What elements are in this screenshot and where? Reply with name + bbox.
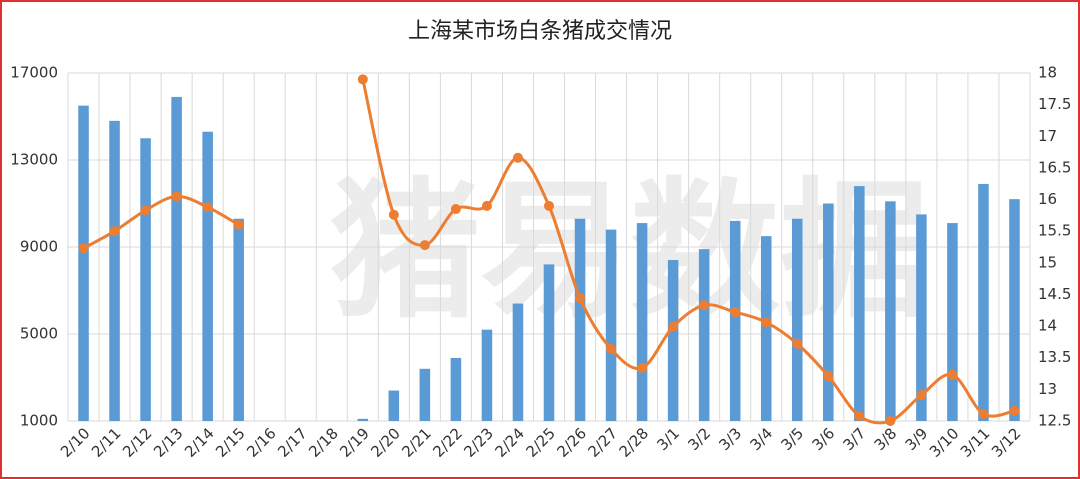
marker bbox=[575, 293, 586, 304]
marker bbox=[481, 200, 492, 211]
bar bbox=[109, 120, 120, 421]
bar bbox=[481, 329, 493, 421]
y2-tick-label: 13.5 bbox=[1038, 348, 1071, 366]
y2-tick-label: 16.5 bbox=[1038, 158, 1071, 176]
marker bbox=[792, 338, 803, 349]
bar bbox=[388, 390, 400, 421]
marker bbox=[823, 371, 834, 382]
bar bbox=[202, 131, 213, 421]
y-tick-label: 17000 bbox=[10, 64, 58, 82]
y2-tick-label: 17.5 bbox=[1038, 95, 1071, 113]
marker bbox=[171, 191, 182, 202]
marker bbox=[357, 74, 368, 85]
y2-tick-label: 14 bbox=[1038, 317, 1057, 335]
marker bbox=[140, 205, 151, 216]
marker bbox=[1009, 405, 1020, 416]
y2-tick-label: 15 bbox=[1038, 253, 1057, 271]
y-tick-label: 5000 bbox=[20, 325, 58, 343]
y-tick-label: 9000 bbox=[20, 238, 58, 256]
marker bbox=[419, 240, 430, 251]
y2-tick-label: 14.5 bbox=[1038, 285, 1071, 303]
marker bbox=[450, 204, 461, 215]
bar bbox=[1009, 199, 1020, 421]
bar bbox=[512, 303, 524, 421]
bar bbox=[605, 229, 617, 421]
bar bbox=[543, 264, 555, 421]
bar bbox=[450, 357, 462, 421]
marker bbox=[947, 369, 958, 380]
bar bbox=[823, 203, 834, 421]
bar bbox=[698, 249, 710, 421]
bar bbox=[636, 223, 648, 421]
marker bbox=[606, 343, 617, 354]
marker bbox=[761, 317, 772, 328]
y2-tick-label: 15.5 bbox=[1038, 222, 1071, 240]
bar bbox=[233, 218, 244, 421]
bar bbox=[667, 260, 679, 421]
marker bbox=[637, 362, 648, 373]
marker bbox=[916, 390, 927, 401]
bar bbox=[171, 96, 182, 422]
bar bbox=[854, 186, 865, 421]
marker bbox=[978, 409, 989, 420]
watermark: 猪易数据 bbox=[330, 165, 930, 339]
y2-tick-label: 17 bbox=[1038, 127, 1057, 145]
bar bbox=[978, 183, 989, 421]
bar bbox=[791, 218, 803, 421]
bar bbox=[574, 218, 586, 421]
y2-tick-label: 13 bbox=[1038, 380, 1057, 398]
marker bbox=[730, 307, 741, 318]
chart-title: 上海某市场白条猪成交情况 bbox=[408, 19, 672, 44]
bar bbox=[729, 220, 741, 421]
bar bbox=[78, 105, 89, 421]
marker bbox=[854, 410, 865, 421]
bar bbox=[760, 236, 772, 421]
bar bbox=[916, 214, 927, 421]
y-tick-label: 1000 bbox=[20, 412, 58, 430]
bar bbox=[140, 138, 151, 421]
marker bbox=[202, 202, 213, 213]
y-tick-label: 13000 bbox=[10, 151, 58, 169]
marker bbox=[233, 219, 244, 230]
y2-tick-label: 18 bbox=[1038, 64, 1057, 82]
marker bbox=[885, 416, 896, 426]
marker bbox=[544, 200, 554, 211]
y2-tick-label: 12.5 bbox=[1038, 412, 1071, 430]
marker bbox=[78, 243, 89, 254]
bar bbox=[357, 418, 369, 421]
y2-tick-label: 16 bbox=[1038, 190, 1057, 208]
marker bbox=[109, 226, 120, 237]
bar bbox=[419, 368, 431, 421]
marker bbox=[668, 321, 679, 332]
marker bbox=[388, 209, 399, 220]
bar bbox=[885, 201, 896, 421]
bar bbox=[947, 223, 958, 421]
marker bbox=[699, 300, 710, 311]
marker bbox=[512, 152, 523, 163]
